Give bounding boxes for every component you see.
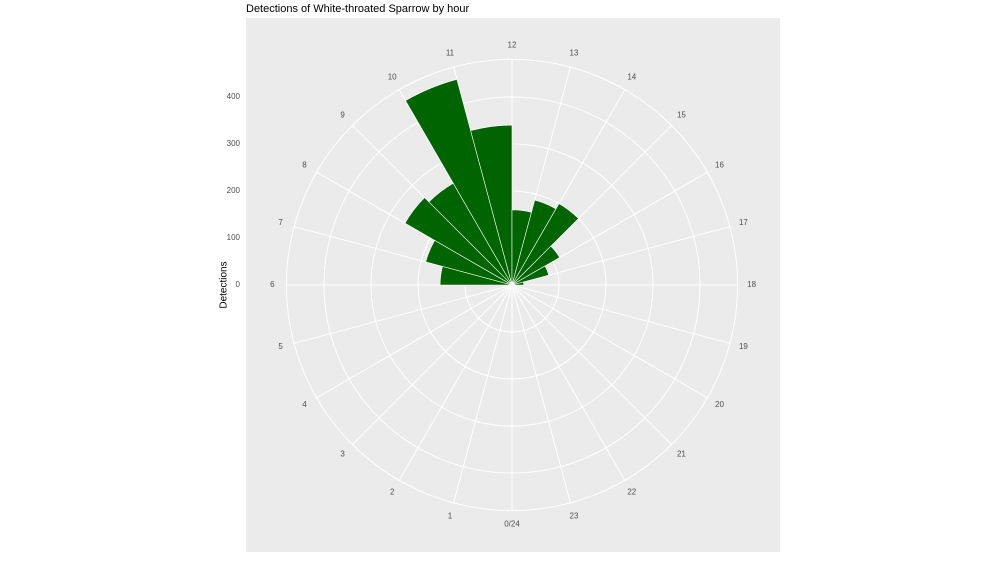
x-tick-label: 6 [270,280,275,289]
bar [511,245,561,286]
x-tick-label: 20 [715,400,724,409]
grid-line [453,284,513,504]
y-tick-label: 200 [227,186,241,195]
x-tick-label: 9 [340,111,345,120]
y-tick-label: 300 [227,139,241,148]
y-axis-label: Detections [219,261,230,308]
bar [511,203,579,286]
grid-line [511,284,708,399]
x-tick-label: 21 [677,450,686,459]
bar [404,197,513,286]
grid-line [316,284,513,399]
bar [470,124,513,286]
grid-line [293,284,513,344]
x-tick-label: 1 [448,512,453,521]
grid-line [511,284,626,481]
x-tick-label: 11 [446,49,455,58]
x-tick-label: 12 [508,41,517,50]
x-tick-label: 17 [739,218,748,227]
grid-line [398,284,513,481]
x-tick-label: 10 [388,73,397,82]
y-tick-label: 400 [227,92,241,101]
grid-line [352,284,513,445]
x-tick-label: 19 [739,342,748,351]
grid-line [511,284,571,504]
x-tick-label: 2 [390,488,395,497]
x-tick-label: 18 [747,280,756,289]
chart-title: Detections of White-throated Sparrow by … [246,3,470,15]
x-tick-label: 5 [278,342,283,351]
x-tick-label: 16 [715,160,724,169]
x-tick-label: 14 [627,73,636,82]
x-tick-label: 13 [570,49,579,58]
y-tick-label: 100 [227,233,241,242]
x-tick-label: 22 [627,488,636,497]
grid-line [511,284,672,445]
x-tick-label: 4 [302,400,307,409]
bar [511,281,525,286]
bar [511,265,550,286]
y-tick-label: 0 [236,280,241,289]
x-tick-label: 7 [278,218,283,227]
bar [405,78,513,286]
x-tick-label: 0/24 [504,520,520,529]
x-tick-label: 8 [302,160,307,169]
grid-line [511,284,731,344]
x-tick-label: 3 [340,450,345,459]
x-tick-label: 15 [677,111,686,120]
x-tick-label: 23 [570,512,579,521]
